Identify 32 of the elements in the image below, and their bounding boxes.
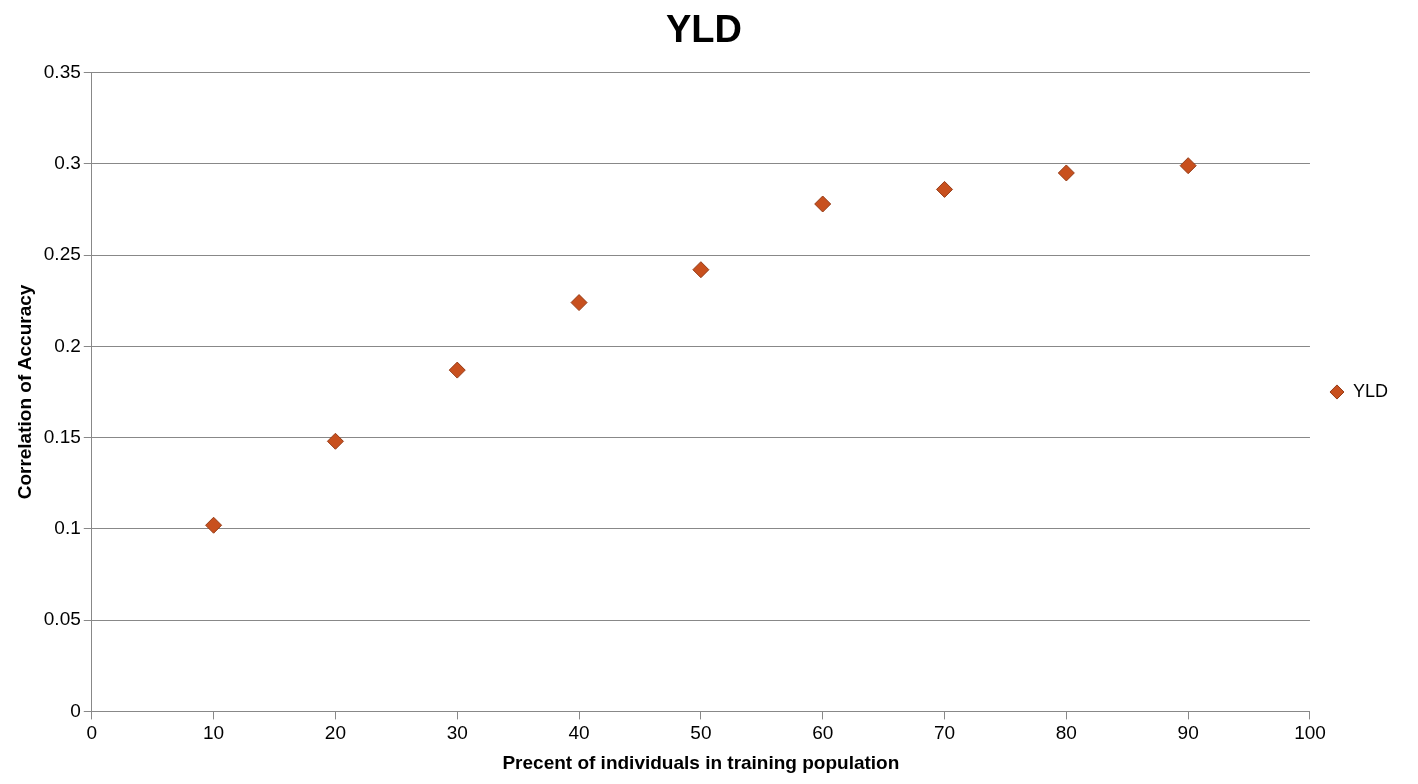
x-tick-label: 0 [86,722,98,744]
x-tick-label: 60 [812,722,834,744]
point [814,195,832,213]
point [448,361,466,379]
y-tick-label: 0.35 [43,60,81,82]
y-tick-label: 0.2 [54,334,81,356]
y-tick-label: 0 [70,699,81,721]
chart-title: YLD [666,8,742,51]
point [692,261,710,279]
point [205,516,223,534]
x-axis-title: Precent of individuals in training population [502,751,900,773]
x-tick-label: 50 [690,722,712,744]
y-tick-label: 0.05 [43,608,81,630]
point [1179,157,1197,175]
point [570,294,588,312]
x-tick-label: 20 [324,722,346,744]
y-axis-title: Correlation of Accuracy [13,284,35,500]
legend-label: YLD [1352,380,1388,401]
y-tick-label: 0.3 [54,152,81,174]
point [326,432,344,450]
x-tick-label: 80 [1055,722,1077,744]
point [936,180,954,198]
x-tick-label: 90 [1177,722,1199,744]
y-tick-label: 0.25 [43,243,81,265]
x-tick-label: 10 [203,722,225,744]
point [1057,164,1075,182]
x-tick-label: 70 [933,722,956,744]
x-tick-label: 100 [1294,722,1326,744]
y-tick-label: 0.1 [54,517,81,539]
x-tick-label: 40 [568,722,590,744]
x-tick-label: 30 [446,722,468,744]
y-tick-label: 0.15 [43,425,81,447]
